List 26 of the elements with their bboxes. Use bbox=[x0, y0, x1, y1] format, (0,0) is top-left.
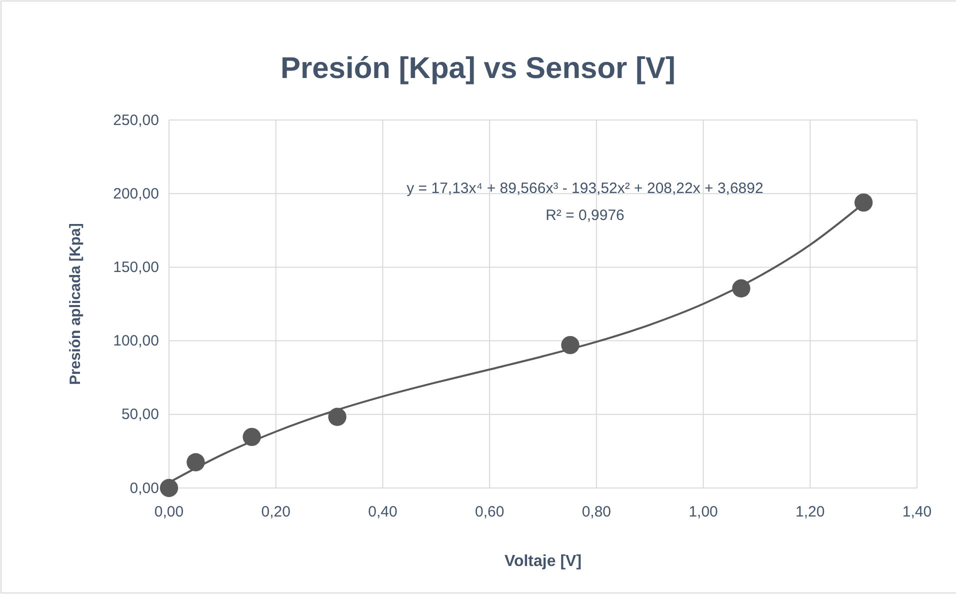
y-tick-label: 150,00 bbox=[113, 259, 159, 276]
y-tick-label: 200,00 bbox=[113, 185, 159, 202]
annotation: y = 17,13x⁴ + 89,566x³ - 193,52x² + 208,22x + 3,6892 bbox=[406, 180, 764, 197]
chart-title: Presión [Kpa] vs Sensor [V] bbox=[280, 52, 676, 85]
point bbox=[242, 428, 261, 446]
point bbox=[328, 408, 346, 426]
x-tick-label: 1,40 bbox=[902, 504, 932, 521]
y-tick-label: 250,00 bbox=[113, 112, 159, 129]
x-tick-label: 0,60 bbox=[474, 504, 504, 521]
x-tick-label: 0,00 bbox=[154, 504, 184, 521]
point bbox=[854, 194, 873, 212]
x-axis-title: Voltaje [V] bbox=[504, 553, 582, 570]
annotation: R² = 0,9976 bbox=[546, 207, 624, 224]
y-tick-label: 100,00 bbox=[113, 332, 159, 350]
point bbox=[732, 279, 750, 298]
y-tick-label: 50,00 bbox=[121, 406, 159, 424]
x-tick-label: 1,20 bbox=[796, 504, 825, 521]
point bbox=[160, 478, 178, 498]
point bbox=[561, 336, 580, 354]
y-axis-title: Presión aplicada [Kpa] bbox=[67, 223, 84, 385]
point bbox=[186, 453, 205, 472]
x-tick-label: 1,00 bbox=[688, 504, 718, 521]
y-tick-label: 0,00 bbox=[130, 480, 159, 497]
x-tick-label: 0,80 bbox=[582, 504, 612, 521]
x-tick-label: 0,40 bbox=[368, 504, 398, 521]
x-tick-label: 0,20 bbox=[261, 504, 290, 521]
